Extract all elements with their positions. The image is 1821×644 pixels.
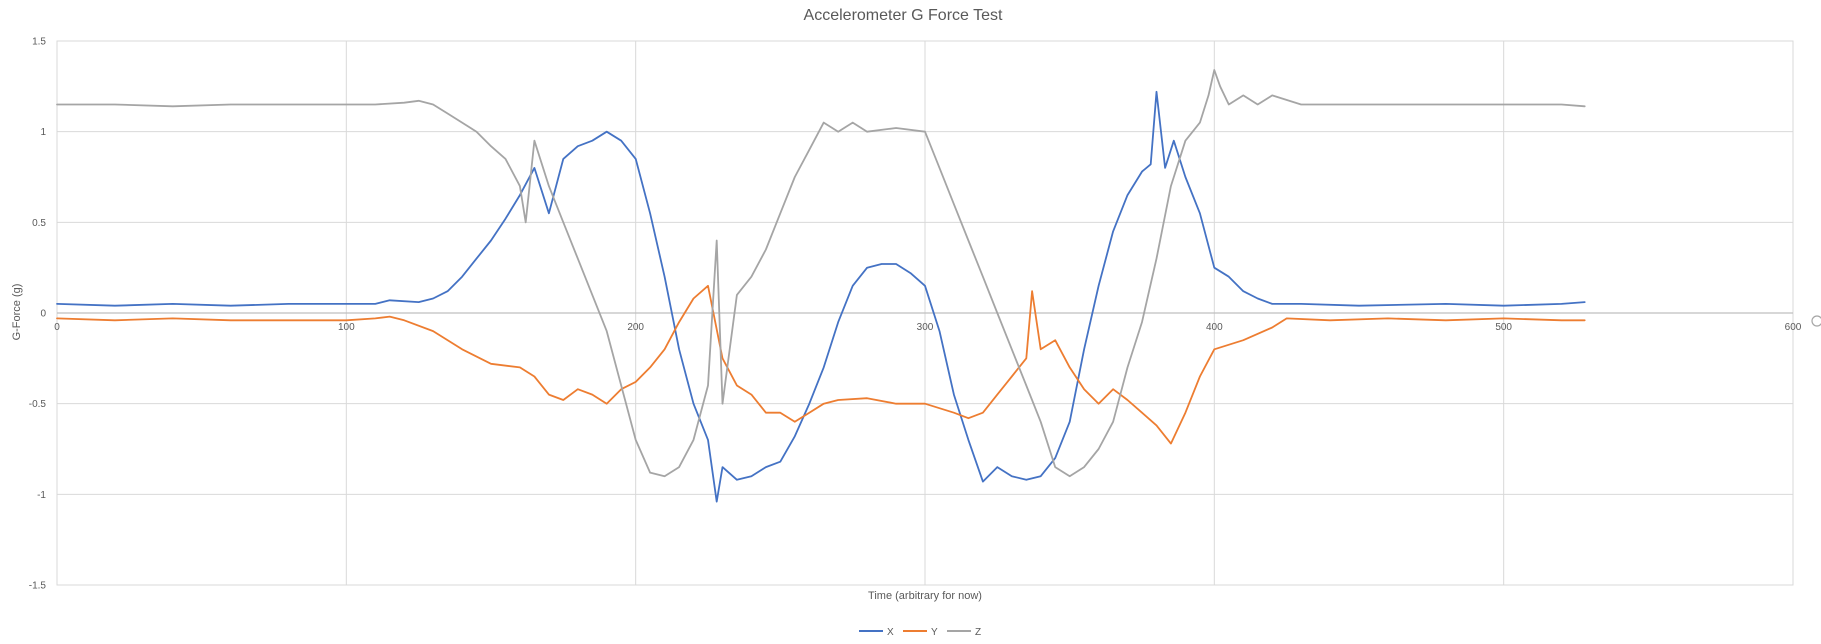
x-axis-title: Time (arbitrary for now) xyxy=(868,590,982,602)
series-line-z xyxy=(56,69,1586,478)
legend-label-x: X xyxy=(887,627,894,638)
legend-label-y: Y xyxy=(931,627,938,638)
x-tick-label: 400 xyxy=(1206,322,1223,333)
y-tick-label: -1 xyxy=(37,490,46,501)
y-tick-label: 0.5 xyxy=(32,218,46,229)
x-tick-label: 300 xyxy=(917,322,934,333)
y-tick-label: 0 xyxy=(40,309,46,320)
series-line-x xyxy=(56,90,1586,503)
legend: X Y Z xyxy=(859,627,981,638)
x-tick-label: 600 xyxy=(1785,322,1802,333)
tick-layer: 1.5 1 0.5 0 -0.5 -1 -1.5 0 100 200 300 400 500 600 xyxy=(29,37,1802,592)
x-tick-label: 500 xyxy=(1495,322,1512,333)
resize-handle[interactable] xyxy=(1811,315,1821,327)
x-tick-label: 200 xyxy=(627,322,644,333)
x-tick-label: 100 xyxy=(338,322,355,333)
chart-title: Accelerometer G Force Test xyxy=(804,7,1003,24)
series-layer xyxy=(56,69,1586,503)
y-tick-label: -1.5 xyxy=(29,581,47,592)
series-line-y xyxy=(56,284,1586,445)
y-axis-title: G-Force (g) xyxy=(11,284,23,341)
x-tick-label: 0 xyxy=(54,322,60,333)
grid-layer xyxy=(56,40,1794,586)
y-tick-label: 1 xyxy=(40,127,46,138)
legend-label-z: Z xyxy=(975,627,981,638)
y-tick-label: -0.5 xyxy=(29,399,47,410)
y-tick-label: 1.5 xyxy=(32,37,46,48)
